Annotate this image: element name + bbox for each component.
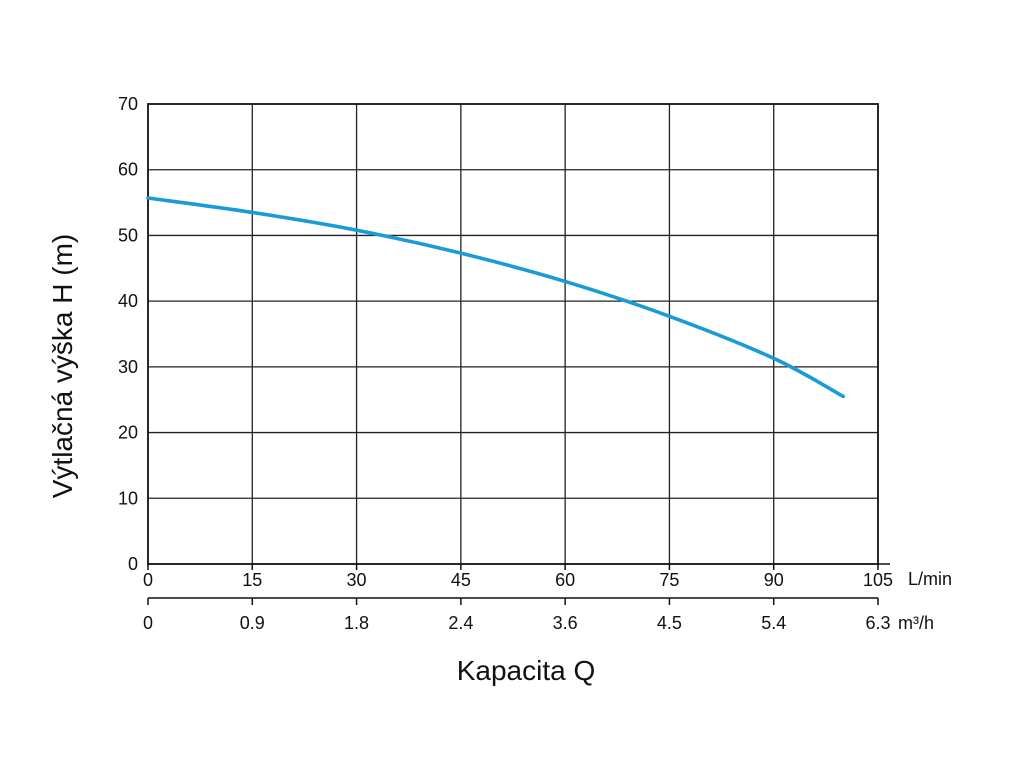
x-tick-label-m3h: 5.4: [761, 613, 786, 633]
x-tick-label-lmin: 75: [659, 570, 679, 590]
x-tick-label-lmin: 45: [451, 570, 471, 590]
plot-frame: [147, 103, 879, 565]
x-tick-label-lmin: 105: [863, 570, 893, 590]
x-unit-m3h: m³/h: [898, 613, 934, 633]
x-tick-label-m3h: 3.6: [553, 613, 578, 633]
y-tick-label: 40: [118, 291, 138, 311]
y-tick-label: 50: [118, 225, 138, 245]
x-tick-label-lmin: 90: [764, 570, 784, 590]
y-tick-label: 20: [118, 423, 138, 443]
grid: [147, 104, 890, 605]
y-tick-label: 70: [118, 94, 138, 114]
x-tick-label-m3h: 1.8: [344, 613, 369, 633]
x-tick-label-m3h: 2.4: [448, 613, 473, 633]
x-tick-labels-m3h: 0 0.9 1.8 2.4 3.6 4.5 5.4 6.3: [143, 613, 891, 633]
series-layer: [146, 196, 846, 399]
x-tick-label-lmin: 15: [242, 570, 262, 590]
y-tick-label: 30: [118, 357, 138, 377]
x-tick-label-m3h: 0: [143, 613, 153, 633]
x-tick-label-m3h: 6.3: [865, 613, 890, 633]
y-tick-label: 10: [118, 488, 138, 508]
x-tick-label-lmin: 60: [555, 570, 575, 590]
y-tick-labels: 0 10 20 30 40 50 60 70: [118, 94, 138, 574]
x-unit-lmin: L/min: [908, 569, 952, 589]
x-tick-label-m3h: 4.5: [657, 613, 682, 633]
x-tick-label-lmin: 30: [347, 570, 367, 590]
y-tick-label: 60: [118, 160, 138, 180]
x-axis-title: Kapacita Q: [457, 655, 596, 686]
x-tick-labels-lmin: 0 15 30 45 60 75 90 105: [143, 570, 893, 590]
x-tick-label-lmin: 0: [143, 570, 153, 590]
series-line: [146, 196, 846, 399]
y-tick-label: 0: [128, 554, 138, 574]
y-axis-title: Výtlačná výška H (m): [47, 234, 78, 499]
x-tick-label-m3h: 0.9: [240, 613, 265, 633]
